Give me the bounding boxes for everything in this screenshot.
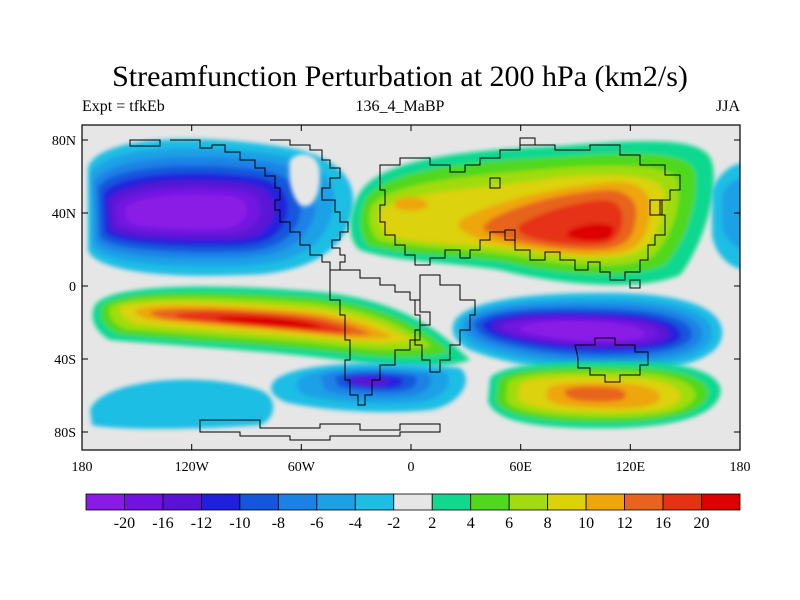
colorbar-label: 20	[694, 515, 710, 532]
coastlines	[129, 137, 681, 441]
colorbar-label: 4	[467, 515, 475, 532]
colorbar-swatch	[624, 493, 664, 511]
high-eurasia	[350, 141, 714, 285]
colorbar-label: -10	[229, 515, 250, 532]
colorbar-swatch	[431, 493, 472, 511]
lat-label-40n: 40N	[52, 207, 76, 222]
colorbar-swatch	[701, 493, 741, 511]
high-latitude-light	[289, 154, 320, 207]
colorbar-swatch	[124, 493, 164, 511]
low-indian-ocean	[452, 292, 723, 372]
colorbar-label: -4	[349, 515, 362, 532]
colorbar-label: -8	[272, 515, 285, 532]
colorbar-swatch	[277, 493, 318, 511]
high-south-pacific	[92, 286, 470, 367]
colorbar-swatch	[239, 493, 279, 511]
colorbar-label: 16	[655, 515, 671, 532]
lon-axis	[81, 125, 741, 450]
lat-axis	[82, 139, 740, 433]
colorbar-label: -16	[152, 515, 173, 532]
colorbar-swatch	[85, 493, 125, 511]
low-south-atlantic	[271, 363, 466, 413]
lat-label-0: 0	[69, 280, 76, 295]
colorbar-label: 10	[578, 515, 594, 532]
colorbar-swatch	[508, 493, 549, 511]
lon-label-180e: 180	[730, 460, 751, 475]
colorbar-label: -6	[310, 515, 323, 532]
season-label: JJA	[715, 98, 740, 115]
colorbar-swatch	[354, 493, 395, 511]
lon-label-180w: 180	[72, 460, 93, 475]
lon-label-60e: 60E	[509, 460, 532, 475]
colorbar-swatch	[162, 493, 202, 511]
lon-label-0: 0	[408, 460, 415, 475]
lon-label-120w: 120W	[175, 460, 210, 475]
colorbar-swatch	[547, 493, 587, 511]
low-southern-ocean	[90, 379, 274, 429]
colorbar-swatch	[201, 493, 241, 511]
colorbar-label: -2	[387, 515, 400, 532]
high-southern-indian	[488, 361, 721, 429]
colorbar-swatch	[470, 493, 510, 511]
colorbar-label: 2	[428, 515, 436, 532]
lon-label-120e: 120E	[616, 460, 646, 475]
colorbar-label: -12	[191, 515, 212, 532]
colorbar-swatch	[316, 493, 356, 511]
experiment-label: Expt = tfkEb	[82, 98, 165, 115]
case-label: 136_4_MaBP	[355, 98, 445, 115]
colorbar-swatch	[393, 493, 433, 511]
colorbar-swatch	[585, 493, 625, 511]
colorbar-label: 12	[617, 515, 633, 532]
lat-label-40s: 40S	[54, 353, 76, 368]
map-title: Streamfunction Perturbation at 200 hPa (…	[112, 60, 688, 93]
low-north-america	[88, 138, 354, 276]
colorbar: -20 -16 -12 -10 -8 -6 -4 -2 2 4 6 8 10 12 16 20	[85, 493, 741, 532]
colorbar-swatch	[662, 493, 702, 511]
colorbar-label: 8	[544, 515, 552, 532]
lon-label-60w: 60W	[288, 460, 316, 475]
colorbar-label: 6	[505, 515, 513, 532]
low-north-pacific	[712, 163, 740, 269]
map-plot-area	[82, 125, 740, 450]
lat-label-80s: 80S	[54, 426, 76, 441]
lat-label-80n: 80N	[52, 134, 76, 149]
colorbar-label: -20	[114, 515, 135, 532]
